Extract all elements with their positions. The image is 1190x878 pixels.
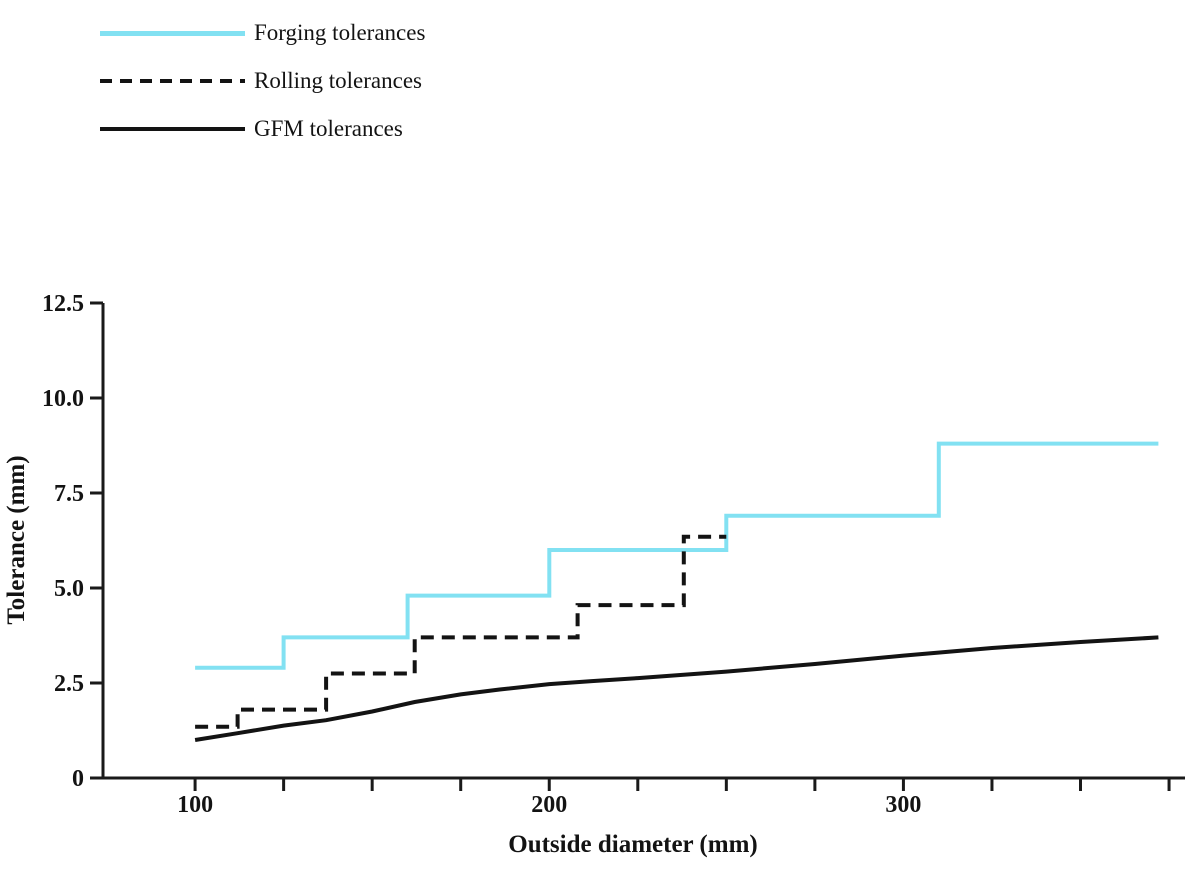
series-line-gfm-tolerances (194, 635, 1159, 742)
legend-item-forging: Forging tolerances (100, 9, 425, 57)
y-tick-label: 12.5 (42, 291, 84, 317)
gfm-line-sample-icon (100, 127, 245, 131)
legend-item-gfm: GFM tolerances (100, 105, 425, 153)
series-line-rolling-tolerances (195, 534, 727, 729)
forging-line-sample-icon (100, 30, 245, 36)
y-axis-title: Tolerance (mm) (3, 455, 30, 624)
series-line-forging-tolerances (195, 441, 1159, 670)
legend-label-rolling: Rolling tolerances (254, 68, 422, 93)
legend: Forging tolerances Rolling tolerances GF… (100, 9, 425, 153)
y-tick-label: 0 (72, 766, 84, 792)
legend-item-rolling: Rolling tolerances (100, 57, 425, 105)
legend-label-gfm: GFM tolerances (254, 116, 403, 141)
legend-label-forging: Forging tolerances (254, 20, 426, 45)
x-tick-label: 300 (885, 792, 921, 818)
rolling-line-sample-icon (100, 79, 245, 83)
y-tick-label: 5.0 (54, 576, 84, 602)
y-tick-label: 7.5 (54, 481, 84, 507)
y-tick-label: 2.5 (54, 671, 84, 697)
y-tick-label: 10.0 (42, 386, 84, 412)
x-tick-label: 100 (177, 792, 213, 818)
x-axis-title: Outside diameter (mm) (508, 831, 758, 858)
x-tick-label: 200 (531, 792, 567, 818)
